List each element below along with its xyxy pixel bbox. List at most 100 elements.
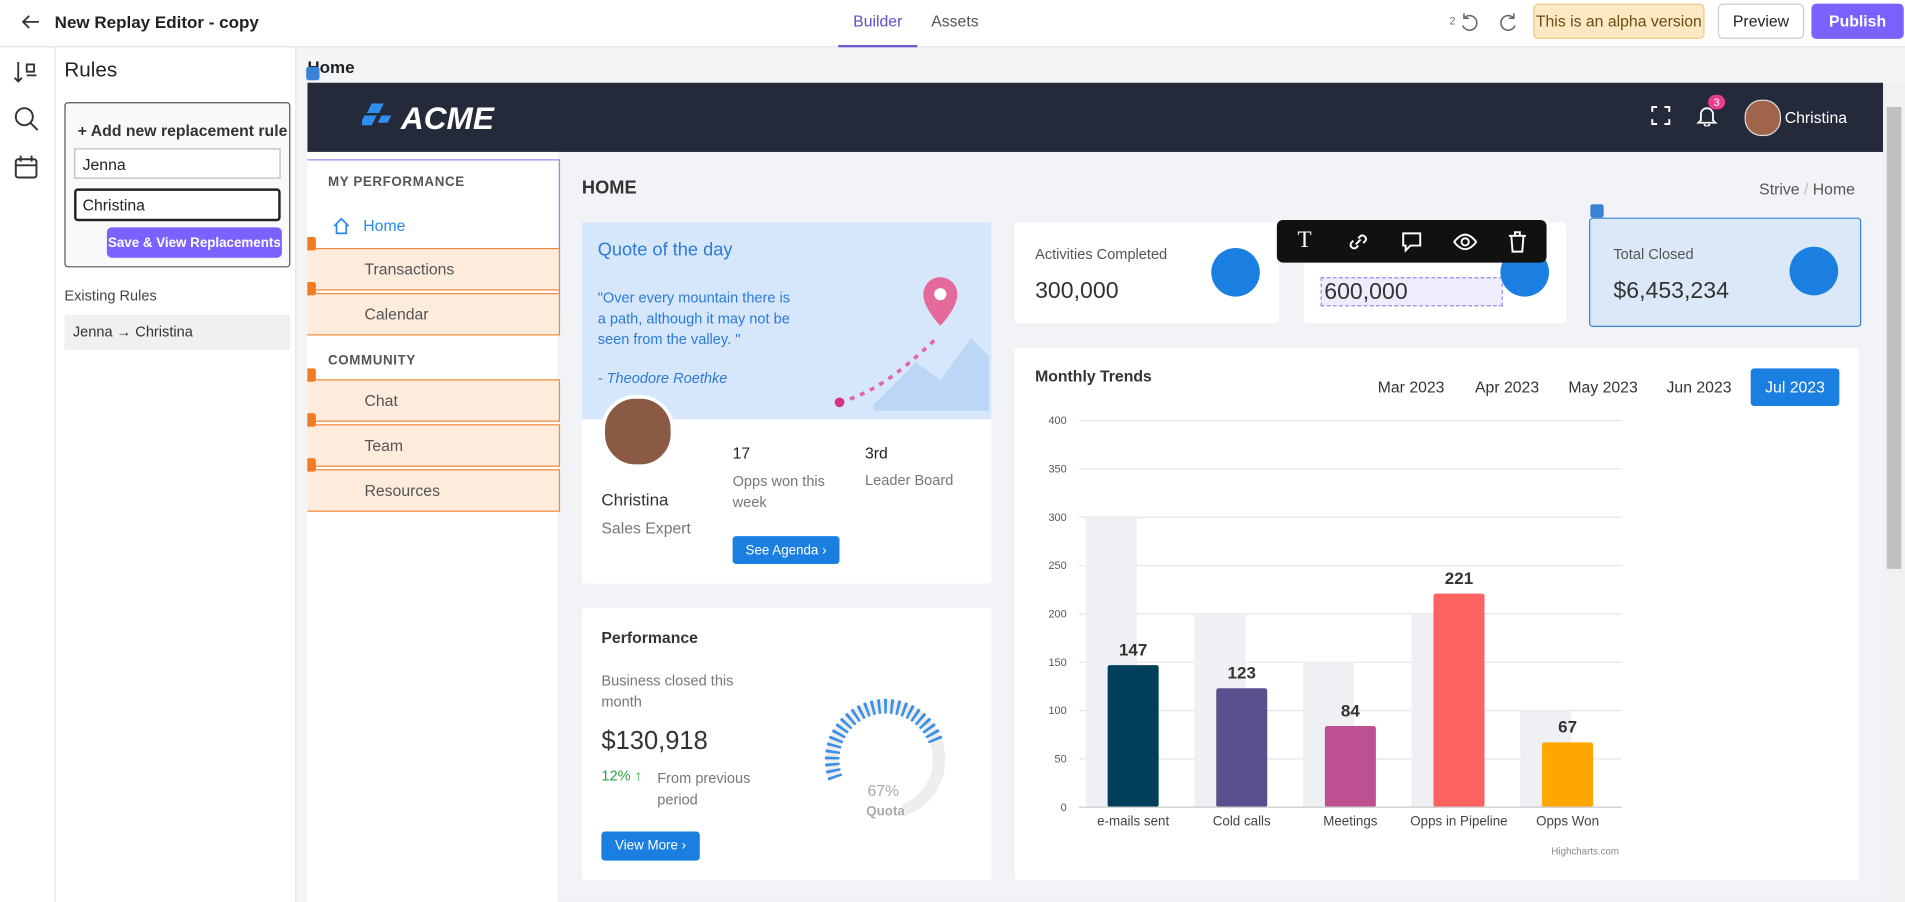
- profile-role: Sales Expert: [601, 519, 691, 538]
- see-agenda-button[interactable]: See Agenda ›: [732, 536, 840, 565]
- change: 12% ↑: [601, 767, 642, 785]
- edit-toolbar: T: [1276, 220, 1547, 263]
- form-title: + Add new replacement rule: [77, 121, 288, 140]
- nav-section: MY PERFORMANCE: [328, 175, 465, 190]
- editor-title: New Replay Editor - copy: [54, 12, 259, 32]
- kpi-icon: [1789, 246, 1839, 296]
- quote-card: Quote of the day "Over every mountain th…: [581, 222, 992, 584]
- x-tick-label: Meetings: [1323, 814, 1378, 830]
- nav-item[interactable]: Team: [307, 413, 561, 467]
- comment-marker[interactable]: [1590, 204, 1604, 218]
- undo[interactable]: [1459, 12, 1478, 31]
- kpi-icon: [1211, 247, 1260, 297]
- performance-label: Business closed this month: [601, 672, 734, 710]
- preview-button[interactable]: Preview: [1717, 3, 1805, 39]
- month-tabs: Mar 2023 Apr 2023 May 2023 Jun 2023 Jul 2023: [1367, 368, 1841, 407]
- notification-count: 3: [1708, 94, 1726, 110]
- profile-name: Christina: [601, 489, 669, 510]
- calendar-icon[interactable]: [13, 154, 40, 181]
- x-tick-label: Cold calls: [1212, 814, 1271, 830]
- y-tick-label: 300: [1048, 512, 1066, 524]
- delete-tool[interactable]: [1505, 230, 1529, 254]
- comment-tool[interactable]: [1400, 230, 1424, 254]
- chart-credit: Highcharts.com: [1551, 846, 1619, 857]
- existing-title: Existing Rules: [64, 286, 157, 304]
- existing-rule[interactable]: Jenna → Christina: [64, 314, 291, 351]
- month-tab[interactable]: Mar 2023: [1377, 378, 1445, 397]
- search-icon[interactable]: [13, 106, 40, 133]
- data-label: 221: [1445, 569, 1473, 588]
- from-input[interactable]: Jenna: [74, 148, 281, 179]
- add-rule-form: + Add new replacement rule Jenna Christi…: [64, 102, 291, 268]
- button-label: See Agenda: [745, 542, 819, 558]
- logo: ACME: [400, 99, 494, 137]
- nav-item[interactable]: Chat: [307, 368, 561, 422]
- to-input[interactable]: Christina: [74, 188, 281, 222]
- link-tool[interactable]: [1346, 230, 1370, 254]
- undo-count: 2: [1449, 14, 1456, 27]
- view-more-button[interactable]: View More ›: [601, 831, 700, 861]
- bar: [1107, 665, 1159, 808]
- icon-rail: [0, 47, 56, 902]
- quote-author: - Theodore Roethke: [597, 369, 728, 387]
- visibility-tool[interactable]: [1453, 230, 1478, 254]
- save-button[interactable]: Save & View Replacements: [106, 227, 282, 258]
- month-tab[interactable]: Jul 2023: [1750, 368, 1840, 407]
- fullscreen[interactable]: [1651, 106, 1671, 125]
- bar: [1216, 688, 1268, 808]
- kpi-label: Activities Completed: [1035, 245, 1168, 263]
- tab[interactable]: Assets: [931, 12, 979, 31]
- avatar[interactable]: [1744, 99, 1782, 137]
- bar: [1542, 742, 1594, 808]
- kpi-value: $6,453,234: [1613, 278, 1729, 304]
- y-tick-label: 400: [1048, 415, 1066, 427]
- user-menu[interactable]: Christina: [1784, 108, 1848, 127]
- profile-photo: [601, 395, 675, 469]
- redo[interactable]: [1499, 12, 1518, 31]
- nav-item[interactable]: Home: [307, 204, 560, 247]
- back-button[interactable]: [21, 12, 40, 31]
- nav-item[interactable]: Transactions: [307, 237, 561, 291]
- x-labels: e-mails sent Cold calls Meetings Opps in Pi…: [1014, 348, 1858, 880]
- bar: [1433, 593, 1485, 808]
- alpha-badge: This is an alpha version: [1533, 3, 1705, 39]
- nav-label: Home: [363, 216, 406, 235]
- month-tab[interactable]: Apr 2023: [1475, 378, 1540, 397]
- text-tool[interactable]: T: [1297, 227, 1312, 253]
- quote-banner: Quote of the day "Over every mountain th…: [581, 222, 992, 420]
- top-bar: New Replay Editor - copy Builder Assets …: [0, 0, 1905, 48]
- nav-item[interactable]: Calendar: [307, 282, 561, 336]
- stat-value: 3rd: [865, 443, 888, 462]
- nav-label: Transactions: [364, 260, 455, 279]
- crumb[interactable]: Strive: [1759, 179, 1800, 199]
- page-title: HOME: [581, 177, 637, 199]
- comment-marker[interactable]: [306, 66, 320, 81]
- nav-label: Resources: [364, 481, 440, 500]
- nav-item[interactable]: Resources: [307, 458, 561, 512]
- gauge-fill: [824, 699, 944, 781]
- logo-mark: [362, 103, 392, 126]
- stat-label: Leader Board: [865, 471, 954, 489]
- crumb: Home: [1812, 179, 1855, 199]
- month-tab[interactable]: Jun 2023: [1666, 378, 1732, 397]
- y-tick-label: 150: [1048, 657, 1066, 669]
- change-label: From previous period: [657, 769, 751, 809]
- bar: [1324, 725, 1376, 808]
- y-tick-label: 250: [1048, 560, 1066, 572]
- app-frame: ACME 3 Christina MY PERFORMANCE Home Tra…: [307, 82, 1884, 902]
- data-label: 67: [1558, 718, 1577, 737]
- x-tick-label: e-mails sent: [1097, 814, 1170, 830]
- rules-icon[interactable]: [13, 60, 40, 87]
- nav-section: COMMUNITY: [328, 353, 416, 369]
- sidebar: MY PERFORMANCE Home Transactions Calenda…: [307, 151, 561, 902]
- y-tick-label: 100: [1048, 705, 1066, 717]
- publish-button[interactable]: Publish: [1811, 3, 1904, 39]
- bell[interactable]: [1696, 105, 1718, 127]
- month-tab[interactable]: May 2023: [1568, 378, 1638, 397]
- x-tick-label: Opps Won: [1536, 814, 1600, 830]
- tab[interactable]: Builder: [838, 0, 918, 48]
- y-tick-label: 200: [1048, 609, 1066, 621]
- kpi-value[interactable]: 600,000: [1320, 277, 1503, 307]
- chart-title: Monthly Trends: [1035, 367, 1152, 386]
